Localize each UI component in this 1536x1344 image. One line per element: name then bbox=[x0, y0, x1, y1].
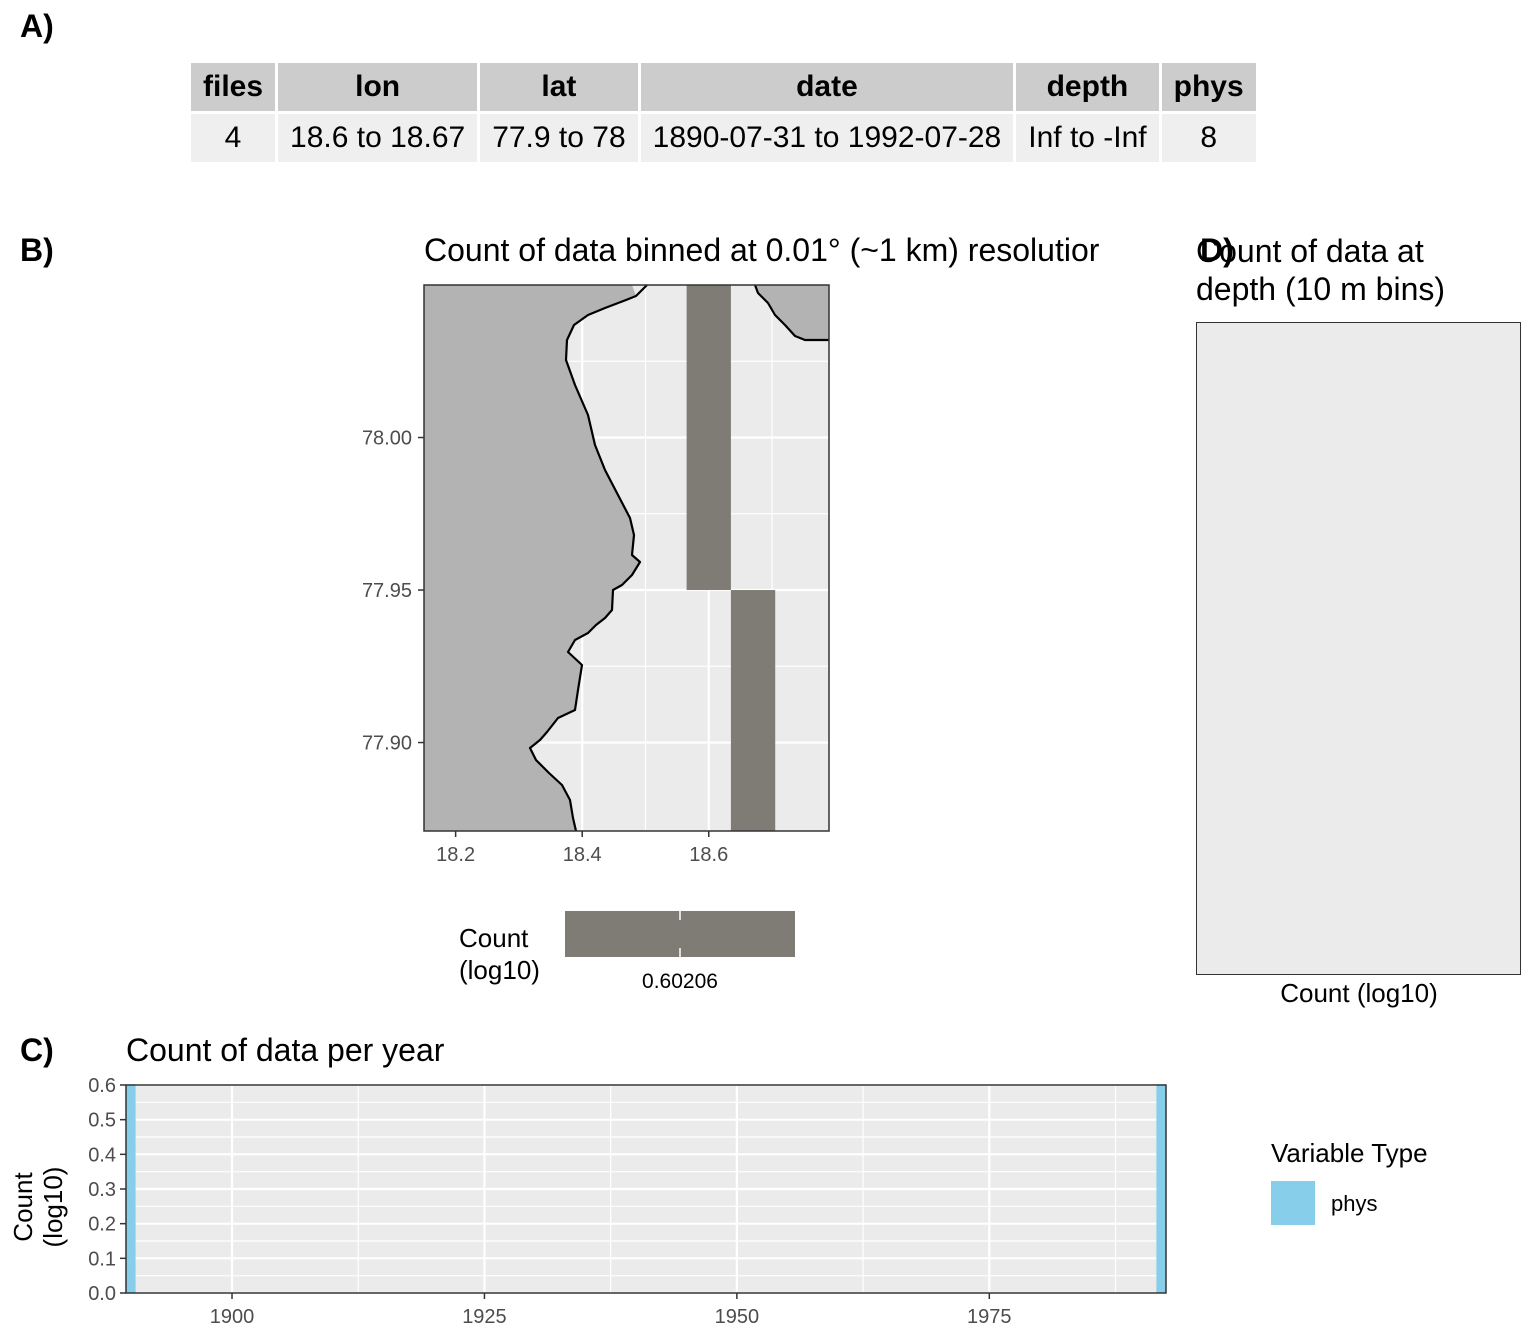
map-coastline-layer bbox=[528, 284, 829, 832]
year-x-tick-label: 1950 bbox=[715, 1306, 760, 1328]
year-title: Count of data per year bbox=[126, 1032, 445, 1068]
panel-label-d: D) bbox=[1200, 232, 1234, 268]
colorbar: 0.60206 bbox=[565, 911, 795, 993]
map-x-tick-label: 18.4 bbox=[563, 844, 602, 866]
column-header-depth: depth bbox=[1016, 63, 1159, 111]
column-header-lon: lon bbox=[278, 63, 478, 111]
year-x-tick-label: 1900 bbox=[210, 1306, 255, 1328]
map-chart: 18.2 18.4 18.6 77.90 77.95 78.00 bbox=[362, 284, 830, 866]
panel-label-a: A) bbox=[20, 8, 54, 44]
year-bar-phys bbox=[126, 1084, 136, 1293]
cell-lat: 77.9 to 78 bbox=[480, 114, 638, 162]
colorbar-title-line1: Count bbox=[459, 923, 529, 953]
map-x-tick-label: 18.2 bbox=[436, 844, 475, 866]
cell-date: 1890-07-31 to 1992-07-28 bbox=[640, 114, 1014, 162]
year-y-tick-label: 0.3 bbox=[88, 1179, 116, 1201]
colorbar-title: Count (log10) bbox=[459, 922, 540, 986]
depth-title: Count of data at depth (10 m bins) bbox=[1196, 232, 1445, 308]
cell-lon: 18.6 to 18.67 bbox=[278, 114, 478, 162]
map-y-tick-label: 77.90 bbox=[362, 733, 412, 755]
year-y-tick-label: 0.4 bbox=[88, 1144, 116, 1166]
map-land-layer bbox=[424, 285, 829, 831]
cell-depth: Inf to -Inf bbox=[1016, 114, 1159, 162]
year-axes: 1900 1925 1950 1975 0.0 0.1 0.2 0.3 0.4 0.5 0.6 bbox=[88, 1075, 1011, 1328]
map-panel-border bbox=[423, 284, 830, 832]
coastline-northeast bbox=[753, 284, 829, 342]
year-legend-title: Variable Type bbox=[1271, 1138, 1428, 1168]
year-grid-minor bbox=[126, 1085, 1166, 1293]
summary-table: files lon lat date depth phys 4 18.6 to … bbox=[188, 60, 1259, 165]
cell-phys: 8 bbox=[1161, 114, 1256, 162]
year-y-tick-label: 0.5 bbox=[88, 1110, 116, 1132]
column-header-lat: lat bbox=[480, 63, 638, 111]
map-title: Count of data binned at 0.01° (~1 km) re… bbox=[424, 232, 1100, 268]
map-y-tick-label: 77.95 bbox=[362, 580, 412, 602]
depth-title-line2: depth (10 m bins) bbox=[1196, 271, 1446, 307]
cell-files: 4 bbox=[191, 114, 276, 162]
summary-table-header-row: files lon lat date depth phys bbox=[191, 63, 1256, 111]
panel-label-c: C) bbox=[20, 1032, 54, 1068]
year-y-axis-label-line1: Count bbox=[8, 1172, 38, 1242]
year-bar-phys bbox=[1156, 1084, 1166, 1293]
table-row: 4 18.6 to 18.67 77.9 to 78 1890-07-31 to… bbox=[191, 114, 1256, 162]
legend-swatch-phys bbox=[1271, 1181, 1315, 1225]
year-y-tick-label: 0.6 bbox=[88, 1075, 116, 1097]
depth-x-axis-label: Count (log10) bbox=[1280, 978, 1438, 1008]
land-west-polygon bbox=[424, 285, 640, 831]
depth-plot-panel bbox=[1196, 322, 1521, 975]
map-data-cells bbox=[686, 285, 776, 831]
year-x-tick-label: 1925 bbox=[462, 1306, 507, 1328]
panel-label-b: B) bbox=[20, 232, 54, 268]
map-y-tick-label: 78.00 bbox=[362, 428, 412, 450]
year-bars bbox=[126, 1084, 1166, 1293]
map-data-cell bbox=[730, 590, 776, 831]
column-header-files: files bbox=[191, 63, 276, 111]
map-x-tick-label: 18.6 bbox=[689, 844, 728, 866]
year-y-tick-label: 0.2 bbox=[88, 1214, 116, 1236]
legend-label-phys: phys bbox=[1331, 1191, 1378, 1216]
coastline-west bbox=[528, 284, 648, 832]
depth-title-line1: Count of data at bbox=[1196, 233, 1424, 269]
year-y-tick-label: 0.0 bbox=[88, 1283, 116, 1305]
land-northeast-polygon bbox=[755, 285, 829, 340]
map-axes: 18.2 18.4 18.6 77.90 77.95 78.00 bbox=[362, 284, 830, 866]
colorbar-label: 0.60206 bbox=[642, 970, 718, 993]
column-header-date: date bbox=[640, 63, 1014, 111]
year-y-tick-label: 0.1 bbox=[88, 1248, 116, 1270]
map-data-cell bbox=[686, 285, 731, 591]
year-chart: 1900 1925 1950 1975 0.0 0.1 0.2 0.3 0.4 0.5 0.6 bbox=[88, 1075, 1167, 1328]
colorbar-title-line2: (log10) bbox=[459, 955, 540, 985]
column-header-phys: phys bbox=[1161, 63, 1256, 111]
year-x-tick-label: 1975 bbox=[967, 1306, 1012, 1328]
